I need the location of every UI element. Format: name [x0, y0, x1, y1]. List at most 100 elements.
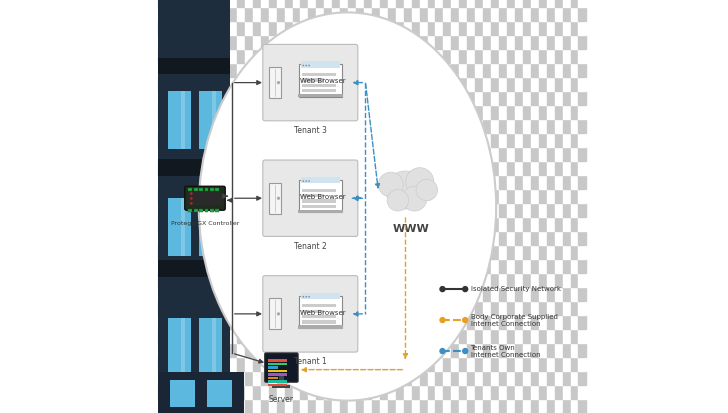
Bar: [435, 399, 443, 413]
Bar: [380, 329, 388, 343]
Bar: [317, 147, 324, 161]
Bar: [451, 49, 459, 63]
Bar: [317, 189, 324, 203]
Bar: [372, 189, 380, 203]
Bar: [443, 63, 451, 77]
Bar: [380, 7, 388, 21]
Bar: [459, 343, 467, 357]
Bar: [531, 217, 539, 231]
Bar: [301, 203, 309, 217]
Bar: [388, 49, 396, 63]
Bar: [317, 105, 324, 119]
Bar: [237, 343, 245, 357]
Bar: [515, 301, 523, 315]
Bar: [340, 315, 348, 329]
Bar: [475, 175, 483, 189]
Bar: [285, 189, 293, 203]
Bar: [388, 105, 396, 119]
Text: Tenant 2: Tenant 2: [294, 242, 327, 251]
Bar: [563, 301, 571, 315]
Bar: [277, 161, 285, 175]
Bar: [531, 189, 539, 203]
Bar: [213, 175, 221, 189]
Text: Body Corporate Supplied
Internet Connection: Body Corporate Supplied Internet Connect…: [470, 313, 558, 327]
Bar: [380, 343, 388, 357]
Bar: [317, 259, 324, 273]
Bar: [261, 105, 269, 119]
Bar: [443, 385, 451, 399]
Bar: [181, 175, 189, 189]
Bar: [427, 77, 435, 91]
Bar: [579, 0, 586, 7]
Bar: [396, 77, 404, 91]
Bar: [205, 0, 213, 7]
Bar: [205, 371, 213, 385]
Bar: [324, 133, 332, 147]
Bar: [245, 329, 253, 343]
Bar: [269, 203, 277, 217]
Bar: [157, 259, 165, 273]
Bar: [229, 189, 237, 203]
Bar: [515, 287, 523, 301]
Bar: [245, 175, 253, 189]
Bar: [277, 371, 285, 385]
Bar: [173, 21, 181, 35]
Bar: [269, 0, 277, 7]
Bar: [451, 133, 459, 147]
Bar: [364, 329, 372, 343]
Bar: [539, 315, 547, 329]
Bar: [165, 35, 173, 49]
Bar: [293, 91, 301, 105]
Bar: [269, 63, 277, 77]
Bar: [293, 343, 301, 357]
Bar: [396, 273, 404, 287]
Bar: [427, 133, 435, 147]
Bar: [531, 259, 539, 273]
Bar: [563, 329, 571, 343]
Bar: [332, 231, 340, 245]
Bar: [181, 7, 189, 21]
Bar: [571, 259, 579, 273]
Bar: [268, 384, 287, 386]
Bar: [181, 63, 189, 77]
Bar: [435, 189, 443, 203]
Bar: [491, 49, 499, 63]
Bar: [213, 273, 221, 287]
Bar: [189, 203, 197, 217]
Bar: [515, 133, 523, 147]
Bar: [539, 119, 547, 133]
Bar: [173, 147, 181, 161]
Bar: [523, 91, 531, 105]
Bar: [285, 35, 293, 49]
Bar: [364, 175, 372, 189]
Bar: [451, 315, 459, 329]
Bar: [189, 188, 192, 191]
Bar: [427, 329, 435, 343]
Bar: [285, 259, 293, 273]
Bar: [467, 0, 475, 7]
Bar: [475, 357, 483, 371]
Bar: [269, 105, 277, 119]
Bar: [301, 231, 309, 245]
Bar: [324, 329, 332, 343]
Bar: [293, 231, 301, 245]
Bar: [372, 49, 380, 63]
Bar: [348, 7, 356, 21]
Bar: [197, 217, 205, 231]
Bar: [309, 357, 317, 371]
Bar: [197, 315, 205, 329]
Bar: [507, 175, 515, 189]
Bar: [332, 21, 340, 35]
Bar: [491, 35, 499, 49]
Bar: [229, 399, 237, 413]
Bar: [491, 259, 499, 273]
Bar: [340, 245, 348, 259]
Bar: [298, 325, 344, 329]
Bar: [443, 35, 451, 49]
Bar: [173, 357, 181, 371]
Bar: [261, 175, 269, 189]
Bar: [173, 161, 181, 175]
Bar: [411, 371, 419, 385]
Bar: [277, 77, 285, 91]
Bar: [173, 287, 181, 301]
